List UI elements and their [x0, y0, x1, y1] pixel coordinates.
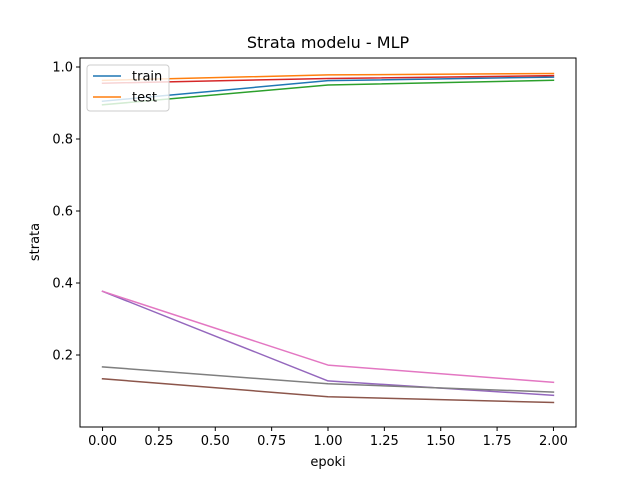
y-axis-ticks: 0.2 0.4 0.6 0.8 1.0: [52, 61, 80, 364]
series-line-7: [101, 290, 555, 384]
x-tick-label: 0.25: [144, 434, 173, 449]
x-tick-label: 0.00: [88, 434, 117, 449]
series-layer: [101, 72, 555, 404]
x-tick-label: 0.50: [201, 434, 230, 449]
series-line-1: [101, 76, 555, 103]
legend: train test: [86, 64, 170, 112]
x-axis-label: epoki: [310, 455, 345, 470]
series-line-8: [101, 366, 555, 393]
series-line-6: [101, 377, 555, 404]
x-tick-label: 0.75: [257, 434, 286, 449]
y-tick-label: 0.8: [52, 133, 73, 148]
x-tick-label: 1.00: [314, 434, 343, 449]
series-line-4: [101, 74, 555, 84]
y-tick-label: 0.4: [52, 277, 73, 292]
series-line-3: [101, 79, 555, 106]
y-tick-label: 0.2: [52, 349, 73, 364]
y-tick-label: 1.0: [52, 61, 73, 76]
series-line-5: [101, 290, 555, 397]
x-tick-label: 1.50: [426, 434, 455, 449]
legend-label-test: test: [132, 91, 157, 106]
x-axis-ticks: 0.00 0.25 0.50 0.75 1.00 1.25 1.50 1.75 2.00: [88, 427, 568, 449]
axes-frame: [79, 57, 577, 428]
series-line-2: [101, 72, 555, 82]
legend-label-train: train: [132, 70, 162, 85]
x-tick-label: 1.75: [483, 434, 512, 449]
y-tick-label: 0.6: [52, 205, 73, 220]
chart-title: Strata modelu - MLP: [247, 33, 410, 52]
y-axis-label: strata: [28, 223, 43, 261]
x-tick-label: 1.25: [370, 434, 399, 449]
x-tick-label: 2.00: [539, 434, 568, 449]
